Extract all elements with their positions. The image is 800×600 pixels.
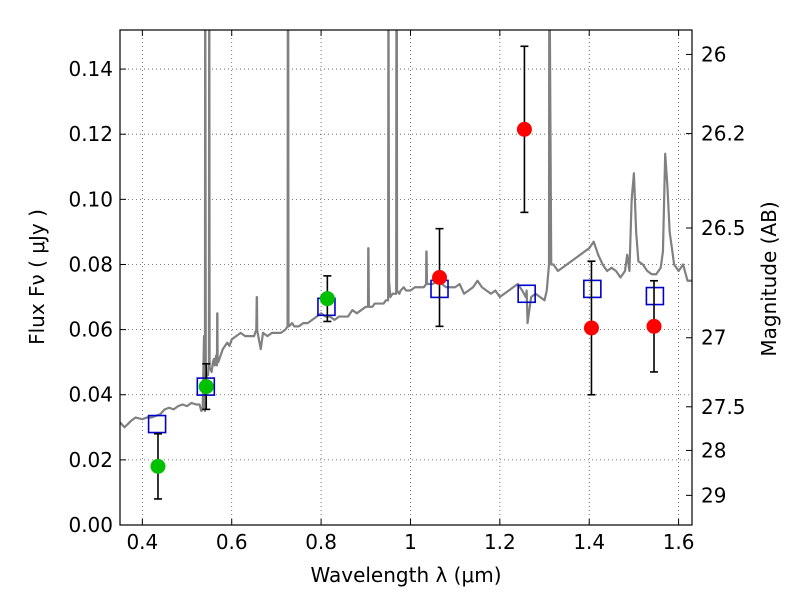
observed-point	[516, 121, 532, 137]
x-tick-label: 1	[404, 530, 417, 554]
plot-frame	[119, 29, 693, 526]
data-points-group	[147, 45, 665, 500]
tick-labels: 0.4 0.6 0.8 1 1.2 1.4 1.6 0.00 0.02 0.04 0.06 0.08 0…	[68, 42, 745, 554]
model-spectrum-line	[120, 30, 692, 429]
x-tick-label: 1.4	[573, 530, 605, 554]
y-tick-label: 0.02	[68, 448, 113, 472]
y-tick-label: 0.06	[68, 318, 113, 342]
axis-ticks	[120, 30, 692, 526]
x-tick-label: 0.4	[126, 530, 158, 554]
y-right-axis-title: Magnitude (AB)	[757, 201, 781, 356]
model-photometry-square	[583, 279, 602, 299]
observed-point	[646, 318, 662, 334]
right-tick-label: 26.5	[701, 216, 746, 240]
y-tick-label: 0.14	[68, 57, 113, 81]
x-tick-label: 0.8	[305, 530, 337, 554]
right-tick-label: 29	[701, 483, 726, 507]
model-spectrum-group	[120, 30, 692, 429]
observed-point	[583, 320, 599, 336]
observed-point	[319, 291, 335, 307]
y-axis-title: Flux Fν ( μJy )	[25, 209, 49, 345]
model-photometry-square	[147, 414, 167, 434]
y-tick-label: 0.08	[68, 252, 113, 276]
x-tick-label: 0.6	[216, 530, 248, 554]
observed-point	[198, 379, 214, 395]
y-tick-label: 0.00	[68, 513, 113, 537]
x-tick-label: 1.2	[484, 530, 516, 554]
right-tick-label: 27.5	[701, 395, 746, 419]
right-tick-label: 27	[701, 326, 726, 350]
y-tick-label: 0.04	[68, 383, 113, 407]
model-photometry-square	[645, 286, 665, 306]
observed-point	[150, 458, 166, 474]
y-tick-label: 0.10	[68, 187, 113, 211]
x-axis-title: Wavelength λ (μm)	[310, 563, 501, 587]
right-tick-label: 28	[701, 438, 726, 462]
model-photometry-square	[517, 284, 536, 304]
x-tick-label: 1.6	[663, 530, 695, 554]
right-tick-label: 26	[701, 42, 726, 66]
right-tick-label: 26.2	[701, 122, 746, 146]
y-tick-label: 0.12	[68, 122, 113, 146]
observed-point	[432, 270, 448, 285]
